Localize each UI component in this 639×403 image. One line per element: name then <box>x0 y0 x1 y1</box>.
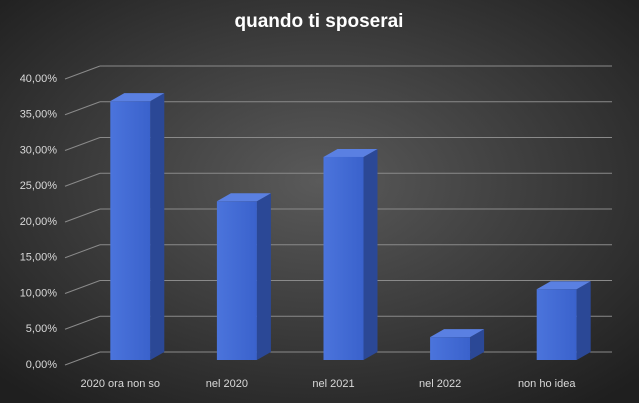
bar-front <box>110 101 151 361</box>
bar <box>536 281 591 360</box>
bar-top <box>216 193 271 202</box>
bar-top <box>430 329 485 338</box>
y-tick-label: 35,00% <box>20 109 58 121</box>
x-tick-label: 2020 ora non so <box>81 378 161 390</box>
bar <box>430 329 485 360</box>
bar-front <box>323 156 364 360</box>
bar-front <box>430 337 471 360</box>
grid-segment <box>64 172 101 187</box>
grid-segment <box>64 101 101 116</box>
y-tick-label: 25,00% <box>20 180 58 192</box>
x-tick-label: nel 2020 <box>206 378 248 390</box>
grid-segment <box>64 65 101 80</box>
y-tick-label: 10,00% <box>20 287 58 299</box>
bar-side <box>576 281 591 360</box>
grid-segment <box>64 315 101 330</box>
x-tick-label: nel 2021 <box>312 378 354 390</box>
grid-segment <box>64 280 101 294</box>
y-tick-label: 20,00% <box>20 216 58 228</box>
grid-line <box>64 137 612 151</box>
x-tick-label: non ho idea <box>518 378 576 390</box>
y-tick-label: 40,00% <box>20 73 58 85</box>
grid-line <box>64 65 612 80</box>
bar <box>110 93 165 361</box>
bar <box>323 148 378 360</box>
bar-top <box>110 93 165 102</box>
grid-segment <box>64 351 101 366</box>
bar-top <box>536 281 591 290</box>
grid-segment <box>64 208 101 223</box>
bar-side <box>256 193 271 360</box>
y-tick-label: 0,00% <box>26 359 57 371</box>
x-tick-label: nel 2022 <box>419 378 461 390</box>
grid-segment <box>64 244 101 259</box>
grid-line <box>64 101 612 116</box>
bar-side <box>363 148 378 360</box>
y-tick-label: 5,00% <box>26 323 57 335</box>
bar-top <box>323 148 378 157</box>
chart-title: quando ti sposerai <box>235 11 404 32</box>
grid-segment <box>64 137 101 151</box>
bar-front <box>536 289 577 360</box>
bar-side <box>470 329 485 360</box>
bar <box>216 193 271 360</box>
y-tick-label: 15,00% <box>20 252 58 264</box>
bar-side <box>150 93 165 361</box>
bar-front <box>216 201 257 360</box>
y-tick-label: 30,00% <box>20 144 58 156</box>
